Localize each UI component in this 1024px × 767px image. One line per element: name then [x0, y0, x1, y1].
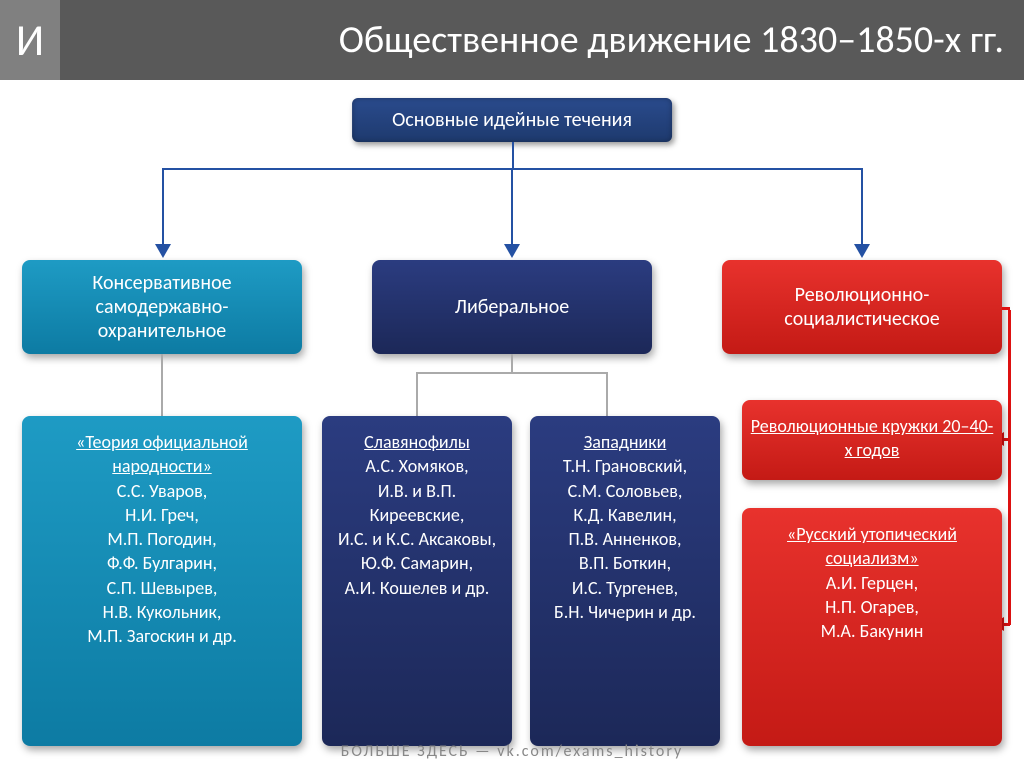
branch-revolutionary: Революционно-социалистическое — [722, 260, 1002, 354]
slav-heading: Славянофилы — [330, 430, 504, 454]
diagram-area: Основные идейные течения Консервативное … — [0, 80, 1024, 740]
box-official-narodnost: «Теория официальной народности» С.С. Ува… — [22, 416, 302, 746]
krug-heading: Революционные кружки 20–40-х годов — [750, 414, 994, 463]
zap-heading: Западники — [538, 430, 712, 454]
box-slavophiles: Славянофилы А.С. Хомяков, И.В. и В.П. Ки… — [322, 416, 512, 746]
utop-people: А.И. Герцен, Н.П. Огарев, М.А. Бакунин — [750, 571, 994, 644]
connector-stem — [512, 142, 514, 168]
arrowhead-mid — [504, 244, 520, 258]
arrowhead-right — [854, 244, 870, 258]
root-node: Основные идейные течения — [352, 98, 672, 142]
branch-liberal: Либеральное — [372, 260, 652, 354]
box-westerners: Западники Т.Н. Грановский, С.М. Соловьев… — [530, 416, 720, 746]
box-utopian-socialism: «Русский утопический социализм» А.И. Гер… — [742, 508, 1002, 746]
slav-people: А.С. Хомяков, И.В. и В.П. Киреевские, И.… — [330, 454, 504, 600]
connector-lib-split — [416, 372, 608, 374]
connector-drop-left — [162, 168, 164, 248]
footer-prefix: БОЛЬШЕ ЗДЕСЬ — — [341, 742, 497, 761]
branch-conservative: Консервативное самодержавно-охранительно… — [22, 260, 302, 354]
footer: БОЛЬШЕ ЗДЕСЬ — vk.com/exams_history — [0, 742, 1024, 761]
connector-drop-right — [861, 168, 863, 248]
connector-lib-down — [511, 354, 513, 372]
box-rev-circles: Революционные кружки 20–40-х годов — [742, 400, 1002, 480]
official-people: С.С. Уваров, Н.И. Греч, М.П. Погодин, Ф.… — [30, 479, 294, 649]
utop-heading: «Русский утопический социализм» — [750, 522, 994, 571]
header-badge: И — [0, 0, 60, 80]
official-heading: «Теория официальной народности» — [30, 430, 294, 479]
slide-header: И Общественное движение 1830–1850-х гг. — [0, 0, 1024, 80]
zap-people: Т.Н. Грановский, С.М. Соловьев, К.Д. Кав… — [538, 454, 712, 624]
slide-title: Общественное движение 1830–1850-х гг. — [60, 17, 1024, 63]
connector-slav-down — [416, 372, 418, 416]
arrowhead-left — [155, 244, 171, 258]
connector-zap-down — [606, 372, 608, 416]
connector-cons-down — [161, 354, 163, 416]
footer-link[interactable]: vk.com/exams_history — [497, 742, 683, 761]
connector-drop-mid — [511, 168, 513, 248]
connector-red-rail — [1008, 310, 1011, 625]
